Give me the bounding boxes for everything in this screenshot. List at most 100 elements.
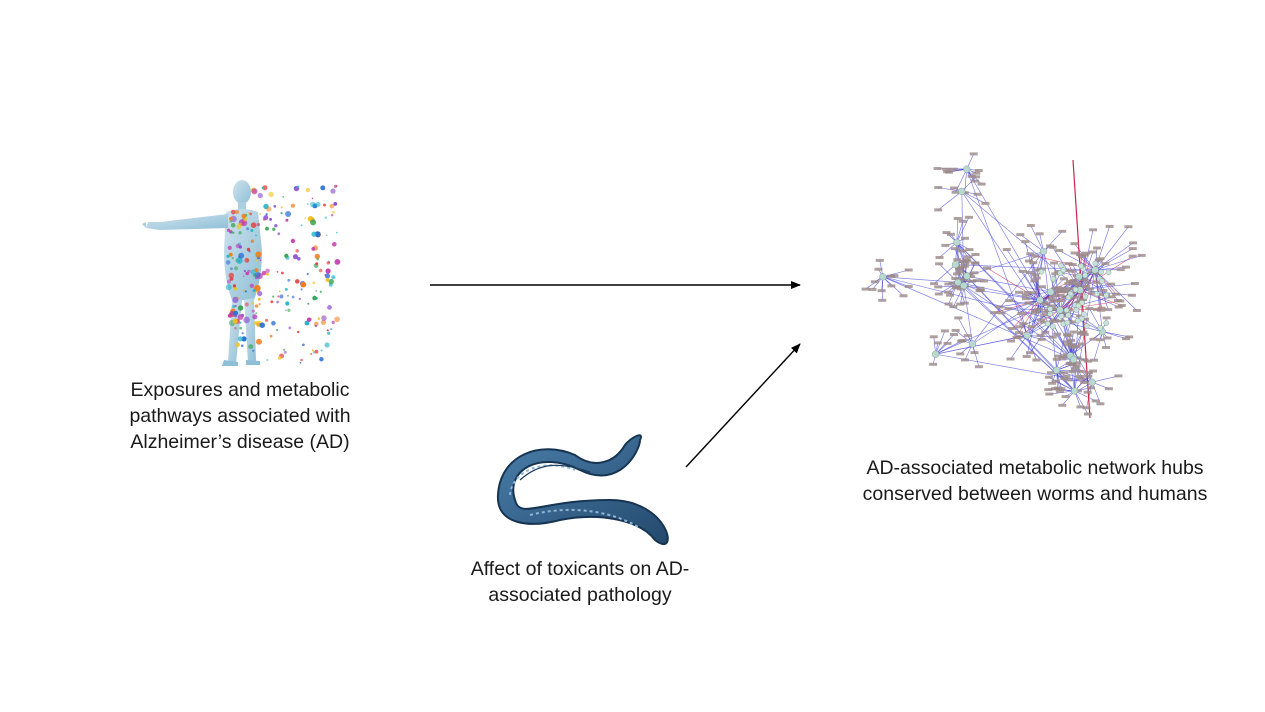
particle — [329, 203, 335, 209]
network-label — [887, 284, 896, 288]
network-label — [1034, 307, 1043, 311]
particle — [253, 284, 261, 292]
human-figure-icon — [142, 180, 341, 366]
particle — [278, 290, 281, 293]
network-label — [960, 358, 969, 362]
network-label — [1024, 301, 1033, 305]
network-edge — [1074, 390, 1096, 402]
network-edge — [935, 341, 962, 355]
network-label — [956, 352, 965, 356]
network-label — [1056, 319, 1065, 323]
particle — [320, 185, 326, 191]
network-node — [1092, 260, 1099, 267]
network-label — [1122, 337, 1131, 341]
network-label — [970, 351, 979, 355]
particle — [228, 272, 235, 279]
network-edge — [999, 299, 1041, 308]
network-label — [1062, 374, 1071, 378]
particle — [287, 278, 291, 282]
particle — [299, 362, 302, 364]
network-label — [944, 282, 953, 286]
particle — [331, 214, 334, 217]
particle — [319, 290, 322, 293]
particle — [279, 294, 284, 299]
worm-caption: Affect of toxicants on AD- associated pa… — [430, 556, 730, 608]
network-edge — [938, 191, 962, 211]
network-edge — [956, 221, 963, 243]
network-edges — [865, 153, 1142, 415]
network-label — [1031, 310, 1040, 314]
particle — [225, 284, 232, 291]
network-label — [1093, 271, 1102, 275]
network-label — [1021, 293, 1030, 297]
particle — [246, 247, 251, 252]
network-label — [1053, 332, 1062, 336]
particle — [305, 187, 310, 193]
particle — [300, 288, 303, 291]
network-label — [1026, 252, 1035, 256]
network-node — [1082, 293, 1089, 300]
network-label — [1055, 389, 1064, 393]
particle — [256, 338, 262, 345]
particle — [332, 242, 337, 247]
network-node — [1094, 290, 1100, 297]
network-label — [1059, 355, 1068, 359]
particle — [234, 327, 237, 330]
network-label — [1041, 330, 1050, 334]
network-label — [1082, 406, 1091, 410]
network-label — [951, 277, 960, 281]
particle — [255, 290, 258, 293]
particle — [265, 318, 269, 322]
particle — [252, 289, 256, 293]
network-node — [1050, 275, 1057, 282]
particle — [228, 252, 233, 257]
particle — [300, 281, 307, 288]
network-label — [1076, 314, 1084, 318]
network-label — [1016, 233, 1025, 237]
network-label — [1050, 294, 1059, 298]
network-label — [1040, 313, 1049, 317]
particle — [230, 229, 232, 232]
particle — [266, 359, 269, 361]
network-node — [1099, 278, 1105, 284]
particle — [324, 342, 330, 348]
particle — [306, 317, 312, 322]
particle — [274, 224, 278, 228]
network-label — [1063, 340, 1072, 344]
network-label — [1051, 272, 1060, 276]
particle — [263, 215, 269, 221]
network-edge — [1074, 390, 1089, 415]
network-label — [1073, 282, 1082, 286]
particle — [238, 252, 245, 259]
network-label — [1128, 247, 1137, 251]
network-label — [1087, 270, 1096, 274]
network-edge — [1094, 255, 1142, 271]
network-label — [1030, 279, 1039, 283]
network-edge — [1059, 296, 1112, 311]
network-label — [970, 179, 979, 183]
particle — [233, 286, 238, 291]
particle — [320, 349, 323, 352]
network-edge — [882, 276, 1074, 360]
network-label — [1060, 377, 1069, 380]
particle — [295, 249, 299, 253]
network-node — [1082, 272, 1088, 279]
particle — [257, 290, 263, 297]
network-label — [1080, 381, 1089, 384]
network-label — [874, 267, 883, 271]
network-label — [1059, 277, 1068, 281]
network-label — [934, 186, 943, 189]
network-edge — [1030, 225, 1044, 252]
network-edge — [881, 276, 884, 301]
network-label — [1015, 331, 1023, 335]
network-label — [934, 292, 943, 296]
network-label — [974, 365, 983, 369]
particle — [272, 295, 275, 298]
particle — [265, 226, 269, 231]
network-label — [930, 282, 939, 286]
network-label — [1025, 259, 1033, 263]
network-label — [944, 302, 953, 306]
network-label — [1005, 299, 1014, 303]
particle — [330, 188, 336, 194]
network-label — [943, 341, 952, 345]
